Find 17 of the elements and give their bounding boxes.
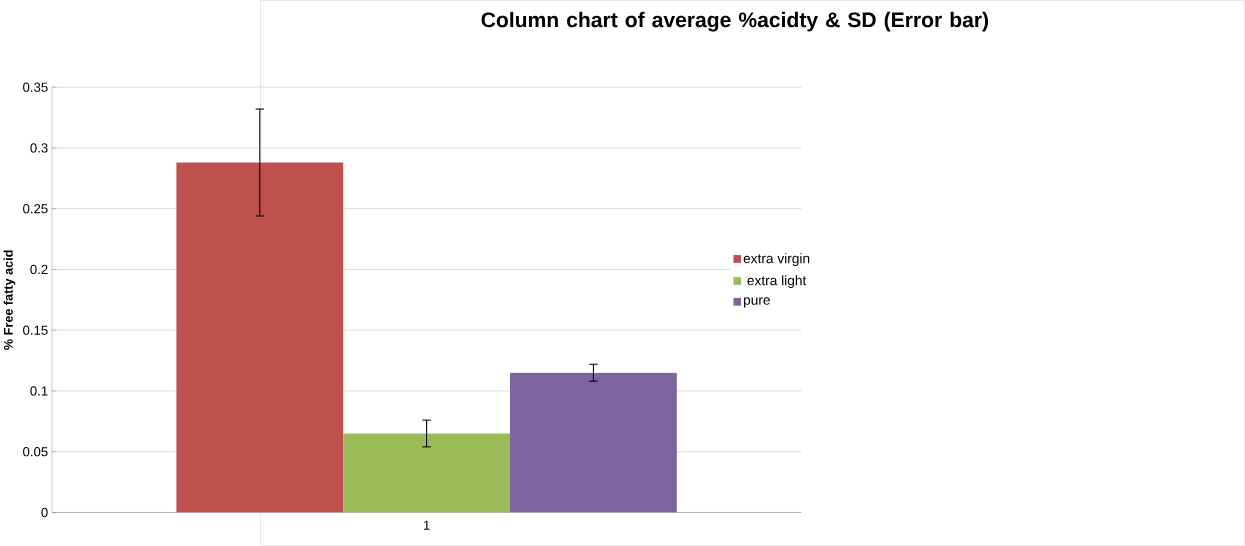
x-tick-label: 1 (423, 520, 430, 530)
legend-label: pure (743, 297, 770, 308)
bar (176, 162, 344, 513)
y-tick-label: 0.35 (23, 82, 48, 92)
legend-label: extra virgin (743, 253, 810, 267)
y-tick-label: 0.25 (23, 204, 48, 214)
y-tick-label: 0.2 (30, 264, 48, 275)
y-tick-label: 0.3 (30, 143, 48, 153)
y-tick-label: 0.15 (23, 325, 48, 335)
y-tick-label: 0 (41, 507, 48, 518)
legend-label: extra light (747, 275, 807, 289)
bar (343, 433, 511, 513)
chart-title: Column chart of average %acidty & SD (Error bar) (481, 11, 988, 32)
y-tick-label: 0.1 (30, 386, 48, 396)
bar (510, 372, 677, 513)
y-axis-title: % Free fatty acid (3, 250, 16, 350)
y-tick-label: 0.05 (23, 447, 48, 457)
